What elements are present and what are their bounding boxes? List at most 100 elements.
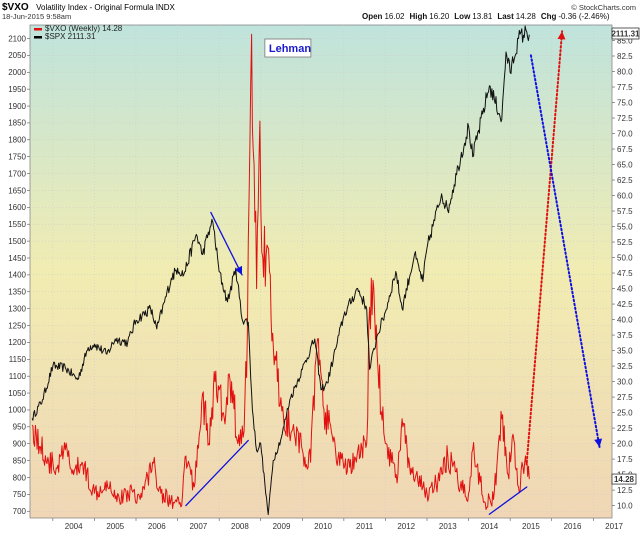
right-tick-label: 67.5: [617, 145, 633, 154]
right-axis: 10.012.515.017.520.022.525.027.530.032.5…: [612, 36, 633, 510]
x-tick-label: 2016: [564, 522, 582, 531]
x-tick-label: 2007: [189, 522, 207, 531]
left-tick-label: 1750: [8, 152, 26, 161]
right-tick-label: 30.0: [617, 377, 633, 386]
right-tick-label: 37.5: [617, 331, 633, 340]
left-tick-label: 1400: [8, 271, 26, 280]
index-name: Volatility Index - Original Formula INDX: [36, 3, 175, 12]
right-tick-label: 42.5: [617, 300, 633, 309]
legend-label-spx: $SPX 2111.31: [45, 32, 96, 41]
date-stamp: 18-Jun-2015 9:58am: [2, 12, 71, 21]
lehman-annotation: Lehman: [264, 38, 312, 58]
x-tick-label: 2005: [106, 522, 124, 531]
right-tick-label: 57.5: [617, 207, 633, 216]
left-tick-label: 2100: [8, 34, 26, 43]
right-tick-label: 22.5: [617, 424, 633, 433]
legend-swatch-spx: [34, 36, 42, 39]
drawn-trendlines: [185, 30, 603, 515]
right-tick-label: 50.0: [617, 253, 633, 262]
left-tick-label: 700: [13, 507, 27, 516]
right-tick-label: 20.0: [617, 439, 633, 448]
left-tick-label: 1500: [8, 237, 26, 246]
last-value-spx-box: 2111.31: [611, 27, 640, 40]
x-tick-label: 2006: [148, 522, 166, 531]
quote-label: Last: [497, 12, 514, 21]
series-layer: [31, 25, 530, 516]
left-tick-label: 850: [13, 456, 27, 465]
gridlines: [30, 25, 612, 518]
right-tick-label: 77.5: [617, 83, 633, 92]
last-value-vxo-box: 14.28: [611, 473, 637, 485]
spx-projection-down-arrowhead: [594, 438, 603, 448]
right-tick-label: 80.0: [617, 67, 633, 76]
right-tick-label: 32.5: [617, 362, 633, 371]
vxo-series-line: [31, 33, 530, 510]
x-tick-label: 2014: [480, 522, 498, 531]
quote-value: 13.81: [472, 12, 493, 21]
lehman-box: [264, 38, 312, 58]
quote-value: 16.02: [384, 12, 405, 21]
right-tick-label: 70.0: [617, 129, 633, 138]
right-tick-label: 82.5: [617, 52, 633, 61]
left-tick-label: 1900: [8, 102, 26, 111]
last-value-spx: 2111.31: [611, 30, 640, 39]
x-tick-label: 2008: [231, 522, 249, 531]
left-tick-label: 1050: [8, 389, 26, 398]
chart-title: $VXO Volatility Index - Original Formula…: [2, 0, 176, 14]
right-tick-label: 40.0: [617, 315, 633, 324]
left-tick-label: 2050: [8, 51, 26, 60]
left-tick-label: 1300: [8, 304, 26, 313]
lehman-label: Lehman: [269, 43, 311, 55]
right-tick-label: 35.0: [617, 346, 633, 355]
x-tick-label: 2012: [397, 522, 415, 531]
symbol: $VXO: [2, 2, 29, 13]
right-tick-label: 60.0: [617, 191, 633, 200]
right-tick-label: 27.5: [617, 393, 633, 402]
brand-label: © StockCharts.com: [571, 3, 636, 12]
left-tick-label: 900: [13, 440, 27, 449]
right-tick-label: 10.0: [617, 501, 633, 510]
spx-series-line: [31, 25, 530, 516]
quote-label: Low: [454, 12, 471, 21]
right-tick-label: 75.0: [617, 98, 633, 107]
x-tick-label: 2013: [439, 522, 457, 531]
right-tick-label: 55.0: [617, 222, 633, 231]
x-tick-label: 2009: [273, 522, 291, 531]
x-axis: 2004 2005 2006 2007 2008 2009 2010 2011 2012 2013…: [52, 518, 624, 531]
right-tick-label: 17.5: [617, 455, 633, 464]
spx-arrow-arrowhead: [234, 265, 243, 275]
x-tick-label: 2015: [522, 522, 540, 531]
left-tick-label: 1150: [9, 355, 27, 364]
left-tick-label: 1350: [8, 288, 26, 297]
right-tick-label: 72.5: [617, 114, 633, 123]
x-tick-label: 2011: [356, 522, 374, 531]
quote-line: Open 16.02 High 16.20 Low 13.81 Last 14.28 Chg -0…: [362, 12, 610, 21]
left-tick-label: 1000: [8, 406, 26, 415]
right-tick-label: 25.0: [617, 408, 633, 417]
left-tick-label: 1950: [8, 85, 26, 94]
vxo-trend-2014-2015-line: [488, 486, 528, 515]
right-tick-label: 12.5: [617, 486, 633, 495]
left-axis: 700 750 800 850 900 950 1000 1050 1100 1150 1200 12…: [8, 34, 30, 516]
x-tick-label: 2004: [65, 522, 83, 531]
right-tick-label: 62.5: [617, 176, 633, 185]
left-tick-label: 800: [13, 473, 27, 482]
vxo-projection-up-arrowhead: [557, 31, 566, 40]
spx-arrow-line: [210, 211, 243, 276]
vxo-trend-2007-2008-line: [185, 439, 249, 507]
x-tick-label: 2017: [605, 522, 623, 531]
x-tick-label: 2010: [314, 522, 332, 531]
last-value-vxo: 14.28: [614, 475, 635, 484]
left-tick-label: 750: [13, 490, 27, 499]
left-tick-label: 1450: [8, 254, 26, 263]
quote-label: Open: [362, 12, 383, 21]
right-tick-label: 45.0: [617, 284, 633, 293]
left-tick-label: 1250: [8, 321, 26, 330]
right-tick-label: 65.0: [617, 160, 633, 169]
left-tick-label: 1550: [8, 220, 26, 229]
quote-label: High: [409, 12, 427, 21]
left-tick-label: 1700: [8, 169, 26, 178]
quote-label: Chg: [541, 12, 557, 21]
vxo-projection-up-line: [525, 30, 564, 464]
legend-label-vxo: $VXO (Weekly) 14.28: [45, 24, 123, 33]
